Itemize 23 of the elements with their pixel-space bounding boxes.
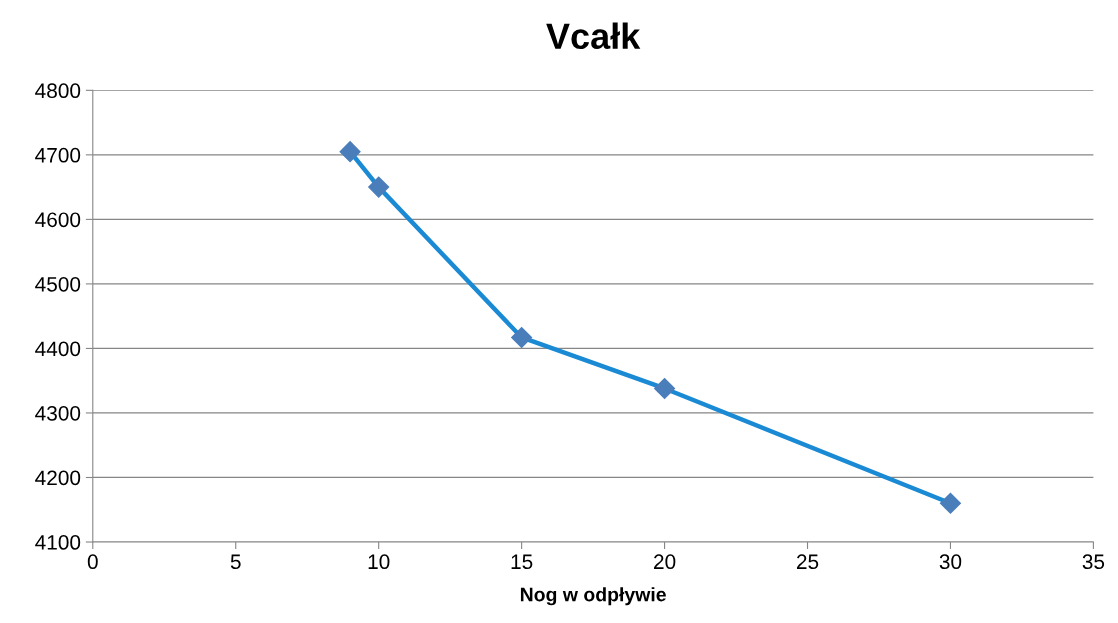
x-tick-label: 0 bbox=[87, 554, 98, 570]
y-tick-label: 4400 bbox=[35, 341, 81, 357]
point bbox=[654, 377, 676, 399]
y-tick-label: 4200 bbox=[35, 470, 81, 486]
x-tick-label: 5 bbox=[230, 554, 241, 570]
y-tick-label: 4300 bbox=[35, 405, 81, 421]
x-tick-label: 25 bbox=[796, 554, 819, 570]
x-axis-title: Nog w odpływie bbox=[520, 587, 666, 606]
chart-title: Vcałk bbox=[546, 22, 641, 50]
x-tick-label: 15 bbox=[511, 554, 533, 570]
y-tick-label: 4500 bbox=[35, 276, 81, 292]
point bbox=[511, 326, 533, 348]
x-tick-label: 35 bbox=[1082, 554, 1105, 570]
x-tick-label: 10 bbox=[368, 554, 390, 570]
y-tick-label: 4100 bbox=[35, 535, 81, 550]
point bbox=[939, 492, 961, 514]
point bbox=[368, 176, 390, 198]
y-tick-label: 4700 bbox=[35, 147, 81, 163]
y-tick-label: 4800 bbox=[35, 83, 81, 99]
point bbox=[339, 141, 361, 163]
x-tick-label: 30 bbox=[939, 554, 962, 570]
x-tick-label: 20 bbox=[654, 554, 676, 570]
y-tick-label: 4600 bbox=[35, 212, 81, 228]
